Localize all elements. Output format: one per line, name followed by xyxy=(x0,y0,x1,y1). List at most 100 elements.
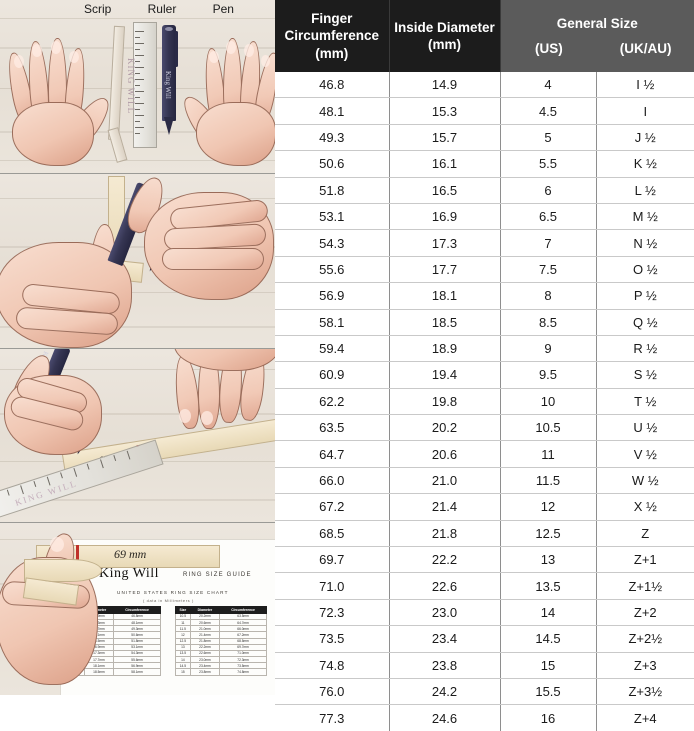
cell-inside-diameter: 21.8 xyxy=(389,520,500,546)
cell-ukau-size: Z xyxy=(596,520,694,546)
cell-inside-diameter: 23.4 xyxy=(389,626,500,652)
hand-with-pen: King Will xyxy=(4,349,124,469)
cell-ukau-size: V ½ xyxy=(596,441,694,467)
header-finger-circumference-unit: (mm) xyxy=(275,45,389,62)
cell-ukau-size: S ½ xyxy=(596,362,694,388)
ring-size-guide-page: Scrip Ruler Pen xyxy=(0,0,694,695)
cell-finger-circumference: 49.3 xyxy=(275,124,389,150)
header-us-label: (US) xyxy=(501,40,598,57)
cell-finger-circumference: 67.2 xyxy=(275,494,389,520)
cell-finger-circumference: 58.1 xyxy=(275,309,389,335)
cell-finger-circumference: 71.0 xyxy=(275,573,389,599)
cell-inside-diameter: 16.1 xyxy=(389,151,500,177)
cell-ukau-size: X ½ xyxy=(596,494,694,520)
cell-inside-diameter: 16.5 xyxy=(389,177,500,203)
paper-scrip xyxy=(108,26,125,140)
mini-th-size-2: Size xyxy=(176,606,191,613)
cell-us-size: 15 xyxy=(500,652,596,678)
cell-finger-circumference: 59.4 xyxy=(275,335,389,361)
hand-holding-loop xyxy=(0,531,104,693)
cell-ukau-size: Z+2 xyxy=(596,599,694,625)
cell-us-size: 10.5 xyxy=(500,415,596,441)
cell-inside-diameter: 15.3 xyxy=(389,98,500,124)
header-ukau-label: (UK/AU) xyxy=(597,40,694,57)
cell-ukau-size: I ½ xyxy=(596,72,694,98)
cell-us-size: 8.5 xyxy=(500,309,596,335)
cell-us-size: 5 xyxy=(500,124,596,150)
cell-us-size: 16 xyxy=(500,705,596,731)
mini-th-circ-2: Circumference xyxy=(220,606,267,613)
illustration-panel-tools: Scrip Ruler Pen xyxy=(0,0,275,174)
cell-inside-diameter: 17.7 xyxy=(389,256,500,282)
cell-ukau-size: Z+1 xyxy=(596,547,694,573)
header-inside-diameter-label: Inside Diameter xyxy=(390,19,500,36)
cell-finger-circumference: 72.3 xyxy=(275,599,389,625)
cell-us-size: 8 xyxy=(500,283,596,309)
guide-brand-sub: RING SIZE GUIDE xyxy=(183,572,252,578)
cell-finger-circumference: 76.0 xyxy=(275,678,389,704)
illustration-panel-wrap-mark xyxy=(0,174,275,348)
cell-ukau-size: T ½ xyxy=(596,388,694,414)
cell-inside-diameter: 18.1 xyxy=(389,283,500,309)
cell-finger-circumference: 56.9 xyxy=(275,283,389,309)
cell-inside-diameter: 23.0 xyxy=(389,599,500,625)
header-general-size: General Size (US) (UK/AU) xyxy=(500,0,694,72)
left-hand xyxy=(8,36,103,166)
cell-us-size: 5.5 xyxy=(500,151,596,177)
cell-ukau-size: N ½ xyxy=(596,230,694,256)
cell-inside-diameter: 21.4 xyxy=(389,494,500,520)
cell-finger-circumference: 77.3 xyxy=(275,705,389,731)
cell-us-size: 9.5 xyxy=(500,362,596,388)
label-scrip: Scrip xyxy=(84,2,111,16)
cell-inside-diameter: 14.9 xyxy=(389,72,500,98)
cell-finger-circumference: 51.8 xyxy=(275,177,389,203)
cell-us-size: 6.5 xyxy=(500,203,596,229)
ruler-brand-text: KING WILL xyxy=(126,58,136,114)
cell-ukau-size: U ½ xyxy=(596,415,694,441)
cell-finger-circumference: 60.9 xyxy=(275,362,389,388)
cell-finger-circumference: 48.1 xyxy=(275,98,389,124)
cell-inside-diameter: 19.8 xyxy=(389,388,500,414)
cell-us-size: 15.5 xyxy=(500,678,596,704)
cell-finger-circumference: 46.8 xyxy=(275,72,389,98)
cell-finger-circumference: 69.7 xyxy=(275,547,389,573)
cell-us-size: 4 xyxy=(500,72,596,98)
guide-chart-subtitle: ( data in Millimeters ) xyxy=(143,598,194,603)
cell-inside-diameter: 20.6 xyxy=(389,441,500,467)
cell-finger-circumference: 68.5 xyxy=(275,520,389,546)
result-note: 69 mm xyxy=(114,547,146,562)
cell-inside-diameter: 18.9 xyxy=(389,335,500,361)
guide-chart-title: UNITED STATES RING SIZE CHART xyxy=(117,590,229,595)
cell-us-size: 9 xyxy=(500,335,596,361)
cell-ukau-size: Z+2½ xyxy=(596,626,694,652)
cell-finger-circumference: 74.8 xyxy=(275,652,389,678)
header-inside-diameter: Inside Diameter (mm) xyxy=(389,0,500,72)
cell-us-size: 4.5 xyxy=(500,98,596,124)
cell-us-size: 11.5 xyxy=(500,467,596,493)
mini-cell: 58.1mm xyxy=(114,669,161,675)
cell-finger-circumference: 63.5 xyxy=(275,415,389,441)
cell-ukau-size: P ½ xyxy=(596,283,694,309)
tool-label-row: Scrip Ruler Pen xyxy=(84,2,234,16)
cell-inside-diameter: 21.0 xyxy=(389,467,500,493)
ring-size-table: Finger Circumference (mm) Inside Diamete… xyxy=(275,0,694,731)
table-header: Finger Circumference (mm) Inside Diamete… xyxy=(275,0,694,72)
cell-inside-diameter: 17.3 xyxy=(389,230,500,256)
ruler: KING WILL xyxy=(133,22,157,148)
right-hand xyxy=(186,36,274,166)
